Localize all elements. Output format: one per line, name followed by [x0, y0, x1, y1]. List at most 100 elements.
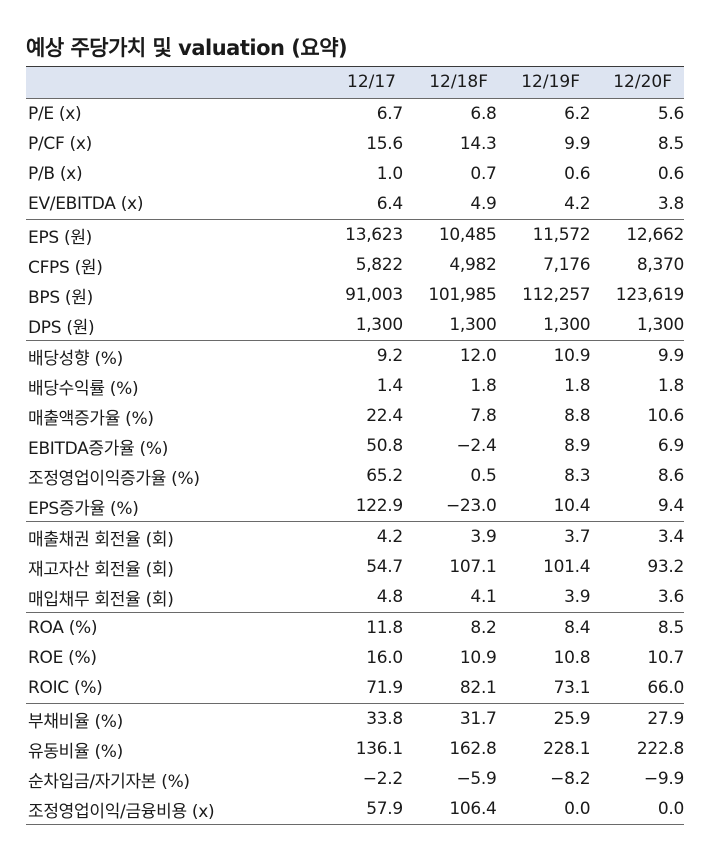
- cell-value: 0.5: [470, 466, 497, 486]
- cell-value: 8.3: [564, 466, 591, 486]
- row-label: 재고자산 회전율 (회): [28, 559, 174, 580]
- cell-value: −2.2: [362, 769, 403, 789]
- cell-value: 22.4: [366, 406, 403, 426]
- table-row: P/B (x) 1.0 0.7 0.6 0.6: [26, 159, 684, 189]
- row-label: P/CF (x): [28, 134, 92, 154]
- cell-value: 3.7: [496, 521, 591, 552]
- cell-value: 9.4: [657, 496, 684, 516]
- table-row: 배당성향 (%) 9.2 12.0 10.9 9.9: [26, 340, 684, 371]
- cell-value: 10.6: [647, 406, 684, 426]
- cell-value: 10.8: [553, 648, 591, 668]
- row-label: 순차입금/자기자본 (%): [28, 771, 190, 792]
- table-row: ROIC (%) 71.9 82.1 73.1 66.0: [26, 673, 684, 704]
- cell-value: 0.0: [657, 799, 684, 819]
- cell-value: 107.1: [449, 557, 497, 577]
- cell-value: 13,623: [305, 219, 403, 250]
- cell-value: 0.6: [657, 164, 684, 184]
- cell-value: 3.9: [564, 587, 591, 607]
- cell-value: 9.2: [305, 340, 403, 371]
- column-header-12-18f: 12/18F: [429, 72, 488, 92]
- column-header-band: [26, 66, 684, 99]
- row-label: ROIC (%): [28, 678, 103, 698]
- table-row: P/CF (x) 15.6 14.3 9.9 8.5: [26, 129, 684, 159]
- table-title: 예상 주당가치 및 valuation (요약): [26, 36, 348, 60]
- table-row: ROA (%) 11.8 8.2 8.4 8.5: [26, 612, 684, 643]
- cell-value: 123,619: [615, 285, 685, 305]
- row-label: EV/EBITDA (x): [28, 194, 144, 214]
- table-row: 매출액증가율 (%) 22.4 7.8 8.8 10.6: [26, 401, 684, 431]
- cell-value: 4,982: [449, 255, 497, 275]
- table-row: EPS (원) 13,623 10,485 11,572 12,662: [26, 219, 684, 250]
- cell-value: 10.9: [459, 648, 497, 668]
- cell-value: 93.2: [647, 557, 684, 577]
- cell-value: 8.8: [564, 406, 591, 426]
- table-row: EBITDA증가율 (%) 50.8 −2.4 8.9 6.9: [26, 431, 684, 461]
- table-row: 매입채무 회전율 (회) 4.8 4.1 3.9 3.6: [26, 582, 684, 613]
- cell-value: 162.8: [449, 739, 497, 759]
- cell-value: 122.9: [355, 496, 403, 516]
- cell-value: 0.6: [564, 164, 591, 184]
- table-row: 재고자산 회전율 (회) 54.7 107.1 101.4 93.2: [26, 552, 684, 582]
- cell-value: 15.6: [366, 134, 403, 154]
- cell-value: 4.2: [305, 521, 403, 552]
- row-label: CFPS (원): [28, 257, 103, 278]
- column-header-12-20f: 12/20F: [613, 72, 672, 92]
- cell-value: 4.9: [470, 194, 497, 214]
- table-row: P/E (x) 6.7 6.8 6.2 5.6: [26, 98, 684, 129]
- cell-value: 12.0: [402, 340, 497, 371]
- row-label: DPS (원): [28, 317, 95, 338]
- cell-value: 27.9: [590, 703, 684, 734]
- row-label: BPS (원): [28, 287, 93, 308]
- cell-value: 3.4: [590, 521, 684, 552]
- cell-value: −9.9: [643, 769, 684, 789]
- cell-value: 6.9: [657, 436, 684, 456]
- cell-value: 136.1: [355, 739, 403, 759]
- cell-value: 10.9: [496, 340, 591, 371]
- cell-value: 50.8: [366, 436, 403, 456]
- cell-value: 12,662: [590, 219, 684, 250]
- cell-value: 33.8: [305, 703, 403, 734]
- cell-value: 101,985: [428, 285, 497, 305]
- cell-value: 65.2: [366, 466, 403, 486]
- valuation-table: P/E (x) 6.7 6.8 6.2 5.6 P/CF (x) 15.6 14.3 9.9 8.…: [26, 98, 684, 824]
- cell-value: 16.0: [366, 648, 403, 668]
- cell-value: 10,485: [402, 219, 497, 250]
- cell-value: −5.9: [456, 769, 497, 789]
- cell-value: 54.7: [366, 557, 403, 577]
- cell-value: 1,300: [636, 315, 684, 335]
- valuation-table-body: P/E (x) 6.7 6.8 6.2 5.6 P/CF (x) 15.6 14.3 9.9 8.…: [26, 98, 685, 825]
- table-bottom-rule: [26, 824, 684, 825]
- row-label: ROA (%): [26, 612, 306, 643]
- cell-value: 11.8: [305, 612, 403, 643]
- cell-value: 1.8: [470, 376, 497, 396]
- cell-value: 0.7: [470, 164, 497, 184]
- table-row: 매출채권 회전율 (회) 4.2 3.9 3.7 3.4: [26, 521, 684, 552]
- table-row: CFPS (원) 5,822 4,982 7,176 8,370: [26, 250, 684, 280]
- cell-value: 66.0: [647, 678, 684, 698]
- table-row: 배당수익률 (%) 1.4 1.8 1.8 1.8: [26, 371, 684, 401]
- row-label: 매입채무 회전율 (회): [28, 589, 174, 610]
- cell-value: 6.7: [305, 98, 403, 129]
- table-row: 부채비율 (%) 33.8 31.7 25.9 27.9: [26, 703, 684, 734]
- cell-value: 25.9: [496, 703, 591, 734]
- cell-value: 7,176: [543, 255, 591, 275]
- row-label: EPS (원): [26, 219, 306, 250]
- cell-value: 1,300: [355, 315, 403, 335]
- table-row: EV/EBITDA (x) 6.4 4.9 4.2 3.8: [26, 189, 684, 220]
- cell-value: 106.4: [449, 799, 497, 819]
- row-label: 조정영업이익/금융비용 (x): [28, 801, 215, 822]
- row-label: 유동비율 (%): [28, 741, 123, 762]
- cell-value: 10.7: [647, 648, 684, 668]
- cell-value: 3.8: [657, 194, 684, 214]
- cell-value: −8.2: [550, 769, 591, 789]
- cell-value: 3.9: [402, 521, 497, 552]
- cell-value: 1,300: [449, 315, 497, 335]
- cell-value: 5,822: [355, 255, 403, 275]
- cell-value: 8.5: [590, 612, 684, 643]
- cell-value: 8.5: [657, 134, 684, 154]
- table-row: DPS (원) 1,300 1,300 1,300 1,300: [26, 310, 684, 341]
- cell-value: 10.4: [553, 496, 591, 516]
- row-label: 배당성향 (%): [26, 340, 306, 371]
- cell-value: 82.1: [459, 678, 497, 698]
- cell-value: 101.4: [543, 557, 591, 577]
